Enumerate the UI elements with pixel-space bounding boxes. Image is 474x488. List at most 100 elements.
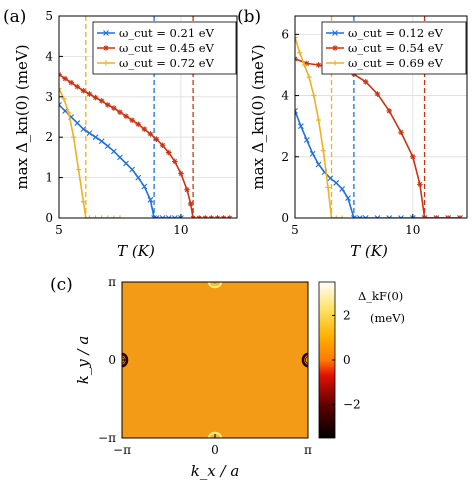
data-point: [297, 50, 303, 56]
data-point: [83, 215, 89, 218]
y-tick-label: 3: [45, 90, 53, 104]
data-point: [315, 161, 322, 168]
data-point: [362, 215, 369, 218]
series-group: [59, 71, 233, 218]
data-point: [374, 215, 381, 218]
legend-box: [92, 21, 237, 75]
colorbar-tick-label: 2: [343, 308, 351, 322]
data-point: [135, 174, 142, 181]
series-line: [295, 58, 460, 218]
y-axis-label: max Δ_kn(0) (meV): [249, 44, 267, 189]
y-tick-label: −π: [98, 431, 116, 445]
data-point: [159, 215, 166, 218]
x-tick-label: π: [304, 443, 312, 457]
legend-label: ω_cut = 0.12 eV: [348, 26, 444, 40]
data-point: [320, 148, 326, 154]
legend-marker: [103, 45, 109, 51]
legend-marker: [103, 60, 109, 66]
x-axis-label: T (K): [350, 242, 388, 260]
legend-marker: [332, 60, 338, 66]
y-tick-label: 4: [281, 89, 289, 103]
y-tick-label: π: [108, 275, 116, 289]
legend-label: ω_cut = 0.72 eV: [119, 56, 215, 70]
x-axis-label: T (K): [117, 242, 155, 260]
data-point: [86, 215, 93, 218]
legend-marker: [332, 30, 338, 36]
data-point: [328, 215, 335, 218]
panel-label: (c): [50, 275, 73, 295]
data-point: [409, 215, 416, 218]
data-point: [66, 110, 72, 116]
legend-marker: [332, 45, 338, 51]
data-point: [417, 181, 423, 188]
data-point: [339, 215, 345, 218]
x-tick-label: −π: [113, 443, 131, 457]
y-tick-label: 0: [281, 211, 289, 225]
y-tick-label: 2: [45, 130, 53, 144]
plot-frame: [294, 15, 468, 219]
heatmap-background: [122, 282, 308, 438]
data-point: [117, 154, 123, 161]
data-point: [92, 94, 99, 101]
clip-mask-bottom: [120, 438, 310, 448]
data-point: [351, 215, 357, 218]
data-point: [59, 86, 62, 92]
clip-mask-left: [110, 280, 122, 440]
x-tick-label: 0: [211, 443, 219, 457]
series-line: [59, 88, 120, 218]
data-point: [117, 215, 123, 218]
panel-a: 0 1 2 3 4 5 5 10 T (K) max Δ_kn(0) (meV) (a) ω_cut …: [3, 7, 238, 260]
data-point: [172, 158, 178, 165]
data-point: [178, 170, 184, 177]
data-point: [111, 215, 117, 218]
clip-mask-top: [120, 272, 310, 282]
data-point: [80, 126, 87, 133]
legend-label: ω_cut = 0.69 eV: [348, 56, 444, 70]
data-point: [98, 138, 105, 145]
x-tick-label: 5: [291, 223, 299, 237]
data-point: [386, 215, 393, 218]
plot-frame: [58, 15, 238, 219]
data-point: [325, 184, 331, 190]
data-point: [374, 91, 381, 97]
y-tick-label: 6: [281, 27, 289, 41]
x-tick-label: 10: [405, 223, 420, 237]
data-point: [301, 62, 308, 68]
panel-label: (b): [237, 7, 261, 27]
y-tick-label: 0: [45, 211, 53, 225]
data-point: [295, 34, 298, 41]
data-point: [62, 75, 68, 82]
data-point: [123, 160, 129, 167]
y-axis-label: max Δ_kn(0) (meV): [13, 44, 31, 189]
data-point: [104, 143, 111, 149]
legend: ω_cut = 0.21 eVω_cut = 0.45 eVω_cut = 0.…: [92, 21, 237, 75]
colorbar-label: Δ_kF(0): [358, 289, 403, 303]
x-axis-label: k_x / a: [191, 462, 240, 480]
data-point: [187, 201, 194, 207]
data-point: [345, 195, 351, 201]
colorbar-unit: (meV): [370, 311, 405, 325]
legend: ω_cut = 0.12 eVω_cut = 0.54 eVω_cut = 0.…: [321, 21, 467, 75]
data-point: [129, 117, 135, 124]
series-line: [295, 110, 460, 218]
legend-box: [321, 21, 467, 75]
data-point: [339, 186, 346, 192]
data-point: [92, 215, 99, 218]
data-point: [135, 121, 142, 128]
data-point: [398, 215, 404, 218]
series-line: [59, 73, 230, 218]
data-point: [141, 126, 148, 132]
panel-label: (a): [3, 7, 26, 27]
data-point: [74, 120, 81, 126]
data-point: [123, 113, 129, 119]
data-point: [99, 215, 105, 218]
data-point: [298, 123, 304, 130]
data-point: [129, 166, 136, 173]
colorbar-tick-label: 0: [343, 353, 351, 367]
data-point: [398, 129, 404, 136]
data-point: [147, 196, 154, 203]
data-point: [141, 183, 148, 190]
y-tick-label: 4: [45, 49, 53, 63]
data-point: [303, 137, 310, 143]
data-point: [86, 130, 93, 137]
